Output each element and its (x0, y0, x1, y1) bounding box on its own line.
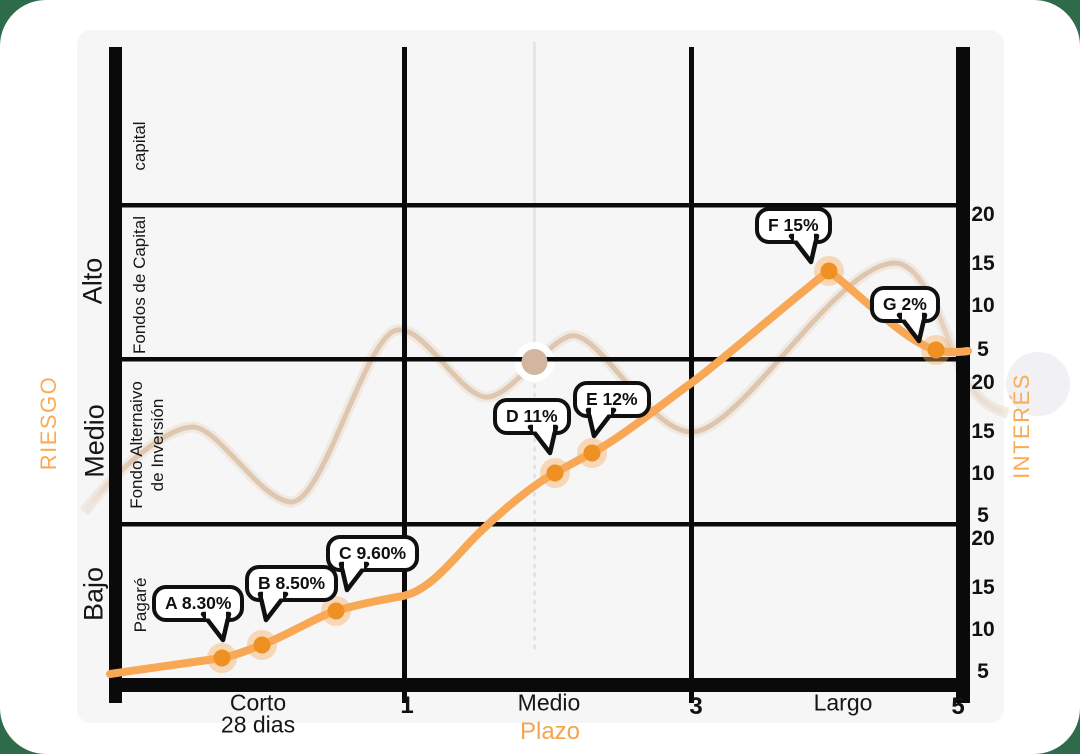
category-fondos-de-capital: Fondos de Capital (130, 216, 149, 354)
callout-b-tail (257, 591, 289, 623)
right-axis-value: 10 (971, 462, 995, 485)
right-axis-value: 15 (971, 576, 995, 599)
right-axis-value: 5 (977, 338, 989, 361)
callout-e-label: E 12% (586, 389, 638, 409)
vertical-gridline-1 (402, 47, 407, 703)
point-marker-d (540, 458, 570, 488)
callout-g-tail (896, 312, 928, 344)
slider-knob-handle[interactable] (521, 349, 548, 375)
right-axis-value: 10 (971, 294, 995, 317)
band-label-bajo: Bajo (78, 566, 109, 622)
band-label-medio: Medio (79, 404, 110, 478)
interes-axis-title: INTERÉS (1009, 373, 1034, 479)
right-axis-value: 10 (971, 618, 995, 641)
right-axis-bar (956, 47, 970, 703)
riesgo-axis-title: RIESGO (36, 375, 61, 471)
decorative-circle (1006, 352, 1070, 416)
callout-a: A 8.30% (152, 585, 245, 643)
callout-d: D 11% (493, 398, 571, 456)
callout-e: E 12% (573, 381, 651, 439)
callout-f: F 15% (755, 207, 832, 265)
right-axis-value: 15 (971, 420, 995, 443)
point-marker-g (921, 335, 951, 365)
callout-g: G 2% (870, 286, 940, 344)
right-axis-value: 20 (971, 203, 995, 226)
right-axis-value: 20 (971, 371, 995, 394)
right-axis-value: 20 (971, 527, 995, 550)
category-pagare: Pagaré (131, 577, 150, 633)
horizontal-gridline-top (122, 203, 956, 208)
callout-f-label: F 15% (768, 215, 819, 235)
horizontal-gridline-low (122, 522, 956, 527)
category-fondo-alternativo-line1: Fondo Alternaivo (126, 381, 146, 509)
callout-d-tail (527, 424, 558, 456)
band-label-alto: Alto (77, 257, 108, 305)
x-zone-corto-sublabel: 28 dias (220, 711, 296, 738)
right-axis-value: 5 (977, 504, 989, 527)
left-axis-bar (109, 47, 122, 703)
x-tick-3: 3 (689, 693, 703, 720)
x-tick-5: 5 (951, 693, 965, 720)
right-axis-value: 15 (971, 252, 995, 275)
category-capital: capital (130, 121, 149, 171)
vertical-gridline-3 (689, 47, 694, 703)
point-marker-e (577, 438, 607, 468)
callout-b: B 8.50% (245, 565, 339, 623)
point-marker-c (321, 596, 351, 626)
callout-a-label: A 8.30% (165, 593, 232, 613)
plazo-axis-title: Plazo (519, 718, 581, 745)
callout-a-tail (201, 611, 232, 643)
point-marker-b (247, 630, 277, 660)
right-axis-value: 5 (977, 660, 989, 683)
callout-c: C 9.60% (326, 535, 420, 593)
callout-f-tail (788, 233, 819, 265)
callout-c-tail (338, 561, 370, 593)
x-zone-medio: Medio (517, 689, 581, 716)
category-fondo-alternativo: Fondo Alternaivo de Inversión (126, 381, 169, 509)
x-zone-corto: Corto (229, 689, 287, 716)
bottom-axis-bar (109, 678, 970, 692)
category-fondo-alternativo-line2: de Inversión (148, 398, 167, 492)
point-marker-a (207, 643, 237, 673)
callout-g-label: G 2% (883, 294, 927, 314)
callout-e-tail (585, 407, 617, 439)
callout-b-label: B 8.50% (258, 573, 326, 593)
x-tick-1: 1 (400, 692, 414, 719)
x-zone-largo: Largo (813, 689, 873, 716)
callout-d-label: D 11% (506, 406, 558, 426)
callout-c-label: C 9.60% (339, 543, 407, 563)
point-marker-f (814, 256, 844, 286)
